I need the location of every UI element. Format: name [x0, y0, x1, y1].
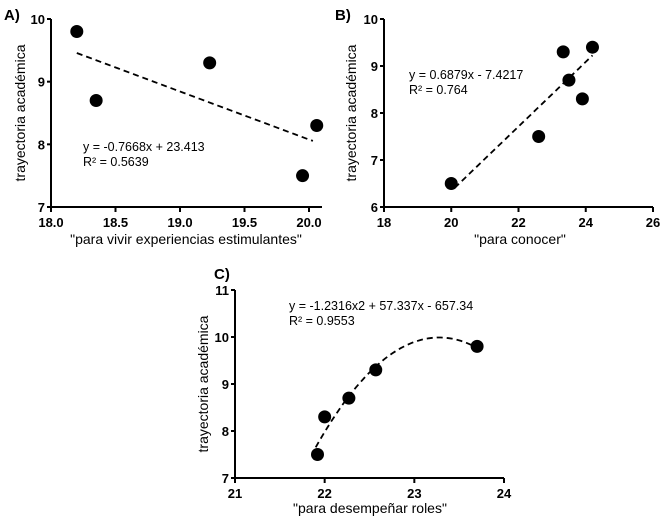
x-tick-label: 22 — [317, 486, 331, 501]
panel-b: B) 6 7 8 9 10 18 20 22 24 26 "para conocer" trayecto… — [335, 7, 660, 247]
x-tick-label: 24 — [497, 486, 512, 501]
y-tick-label: 10 — [215, 330, 229, 345]
data-point — [70, 25, 84, 39]
y-tick-label: 6 — [371, 200, 378, 215]
x-tick-label: 24 — [579, 215, 594, 230]
data-point — [585, 40, 599, 54]
data-point — [310, 119, 324, 133]
trend-line — [314, 336, 478, 448]
panel-label: B) — [335, 7, 351, 24]
y-axis-label: trayectoria académica — [12, 44, 28, 181]
y-tick-label: 9 — [222, 377, 229, 392]
x-axis-label: "para desempeñar roles" — [293, 500, 447, 516]
y-tick-label: 10 — [31, 12, 45, 27]
trend-line — [76, 52, 314, 142]
x-tick-label: 20 — [444, 215, 458, 230]
r-squared: R² = 0.764 — [409, 83, 468, 97]
y-tick-label: 9 — [38, 75, 45, 90]
data-point — [369, 363, 383, 377]
data-point — [89, 93, 103, 107]
data-point — [296, 169, 310, 183]
x-axis-label: "para conocer" — [474, 231, 566, 247]
panel-a: A) 7 8 9 10 18.0 18.5 19.0 19.5 20.0"para vivir e… — [4, 7, 324, 247]
x-tick-label: 22 — [511, 215, 525, 230]
y-axis-label: trayectoria académica — [195, 315, 211, 452]
data-point — [310, 448, 324, 461]
data-point — [444, 177, 458, 190]
x-tick-label: 19.5 — [232, 215, 257, 230]
x-axis-label: "para vivir experiencias estimulantes" — [70, 231, 302, 247]
y-tick-label: 8 — [38, 137, 45, 152]
regression-equation: y = -1.2316x2 + 57.337x - 657.34 — [289, 299, 473, 313]
x-tick-label: 18.0 — [38, 215, 63, 230]
x-tick-label: 20.0 — [296, 215, 321, 230]
x-tick-label: 18.5 — [103, 215, 128, 230]
data-point — [470, 339, 484, 353]
regression-equation: y = -0.7668x + 23.413 — [83, 140, 205, 154]
data-point — [342, 391, 356, 405]
x-tick-label: 21 — [228, 486, 242, 501]
trend-line — [453, 54, 594, 189]
y-tick-label: 10 — [364, 12, 378, 27]
y-tick-label: 7 — [38, 200, 45, 215]
data-point — [203, 56, 217, 70]
y-tick-label: 7 — [371, 153, 378, 168]
regression-equation: y = 0.6879x - 7.4217 — [409, 68, 523, 82]
x-tick-label: 26 — [646, 215, 660, 230]
r-squared: R² = 0.5639 — [83, 155, 149, 169]
data-point — [562, 73, 576, 87]
y-tick-label: 8 — [371, 106, 378, 121]
data-point — [556, 45, 570, 59]
panel-c: C) 7 8 9 10 11 21 22 23 24 "para desempeñar roles"… — [195, 266, 512, 516]
y-tick-label: 8 — [222, 424, 229, 439]
y-axis-label: trayectoria académica — [343, 44, 359, 181]
x-tick-label: 18 — [377, 215, 391, 230]
panel-label: C) — [214, 266, 230, 283]
r-squared: R² = 0.9553 — [289, 314, 355, 328]
panel-label: A) — [4, 7, 20, 24]
y-tick-label: 7 — [222, 471, 229, 486]
y-tick-label: 9 — [371, 59, 378, 74]
x-tick-label: 19.0 — [167, 215, 192, 230]
data-point — [575, 92, 589, 106]
x-tick-label: 23 — [407, 486, 421, 501]
data-point — [532, 130, 546, 143]
y-tick-label: 11 — [215, 283, 229, 298]
data-point — [318, 410, 332, 424]
